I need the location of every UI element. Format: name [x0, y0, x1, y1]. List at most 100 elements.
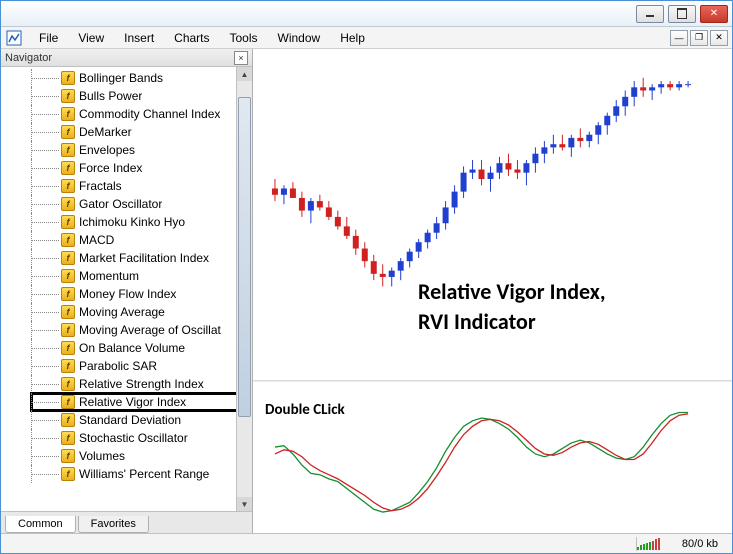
indicator-item[interactable]: f On Balance Volume [31, 339, 252, 357]
function-icon: f [61, 197, 75, 211]
menu-view[interactable]: View [68, 29, 114, 47]
chart-area[interactable]: Relative Vigor Index, RVI Indicator Doub… [253, 49, 732, 533]
indicator-item[interactable]: f Bulls Power [31, 87, 252, 105]
indicator-item[interactable]: f Momentum [31, 267, 252, 285]
indicator-label: MACD [79, 233, 114, 247]
indicator-label: Fractals [79, 179, 122, 193]
indicator-item[interactable]: f Force Index [31, 159, 252, 177]
menu-window[interactable]: Window [268, 29, 331, 47]
indicator-label: Volumes [79, 449, 125, 463]
indicator-item[interactable]: fCommodity Channel Index [31, 105, 252, 123]
indicator-label: On Balance Volume [79, 341, 185, 355]
navigator-header: Navigator × [1, 49, 252, 67]
minimize-button[interactable] [636, 5, 664, 23]
function-icon: f [61, 161, 75, 175]
tab-favorites[interactable]: Favorites [78, 516, 149, 533]
indicator-item[interactable]: f Relative Strength Index [31, 375, 252, 393]
scroll-thumb[interactable] [238, 97, 251, 417]
indicator-item[interactable]: fRelative Vigor Index [31, 393, 252, 411]
indicator-label: Parabolic SAR [79, 359, 157, 373]
mdi-minimize[interactable]: — [670, 30, 688, 46]
window-titlebar[interactable]: ✕ [1, 1, 732, 27]
close-button[interactable]: ✕ [700, 5, 728, 23]
navigator-title: Navigator [5, 52, 52, 64]
indicator-item[interactable]: f Market Facilitation Index [31, 249, 252, 267]
menu-charts[interactable]: Charts [164, 29, 219, 47]
indicator-label: Ichimoku Kinko Hyo [79, 215, 185, 229]
indicator-label: Money Flow Index [79, 287, 176, 301]
indicator-label: Stochastic Oscillator [79, 431, 188, 445]
menu-tools[interactable]: Tools [220, 29, 268, 47]
indicator-label: Momentum [79, 269, 139, 283]
connection-bars-icon [637, 538, 660, 550]
function-icon: f [61, 125, 75, 139]
indicator-item[interactable]: f Stochastic Oscillator [31, 429, 252, 447]
function-icon: f [61, 143, 75, 157]
function-icon: f [61, 107, 75, 121]
maximize-button[interactable] [668, 5, 696, 23]
indicator-item[interactable]: f Parabolic SAR [31, 357, 252, 375]
indicator-label: Bulls Power [79, 89, 142, 103]
indicator-item[interactable]: f Moving Average [31, 303, 252, 321]
navigator-close-button[interactable]: × [234, 51, 248, 65]
mdi-restore[interactable]: ❐ [690, 30, 708, 46]
function-icon: f [61, 359, 75, 373]
menu-insert[interactable]: Insert [114, 29, 164, 47]
indicator-item[interactable]: f Ichimoku Kinko Hyo [31, 213, 252, 231]
indicator-item[interactable]: fEnvelopes [31, 141, 252, 159]
function-icon: f [61, 395, 75, 409]
mdi-close[interactable]: ✕ [710, 30, 728, 46]
function-icon: f [61, 287, 75, 301]
indicator-label: Moving Average [79, 305, 165, 319]
function-icon: f [61, 215, 75, 229]
indicator-label: Moving Average of Oscillat [79, 323, 221, 337]
function-icon: f [61, 413, 75, 427]
indicator-item[interactable]: f Volumes [31, 447, 252, 465]
menu-help[interactable]: Help [330, 29, 375, 47]
indicator-item[interactable]: f Moving Average of Oscillat [31, 321, 252, 339]
mdi-controls: — ❐ ✕ [670, 30, 728, 46]
indicator-item[interactable]: f Money Flow Index [31, 285, 252, 303]
workspace: Navigator × fBollinger BandsfBulls Power… [1, 49, 732, 533]
traffic-label: 80/0 kb [668, 538, 732, 550]
function-icon: f [61, 233, 75, 247]
indicator-tree: fBollinger BandsfBulls PowerfCommodity C… [1, 67, 252, 485]
function-icon: f [61, 377, 75, 391]
app-window: ✕ File View Insert Charts Tools Window H… [0, 0, 733, 554]
navigator-panel: Navigator × fBollinger BandsfBulls Power… [1, 49, 253, 533]
indicator-label: Force Index [79, 161, 142, 175]
function-icon: f [61, 251, 75, 265]
indicator-item[interactable]: f Gator Oscillator [31, 195, 252, 213]
function-icon: f [61, 89, 75, 103]
indicator-label: Standard Deviation [79, 413, 181, 427]
navigator-body: fBollinger BandsfBulls PowerfCommodity C… [1, 67, 252, 511]
function-icon: f [61, 431, 75, 445]
chart-canvas [253, 49, 732, 533]
indicator-item[interactable]: f Standard Deviation [31, 411, 252, 429]
function-icon: f [61, 449, 75, 463]
function-icon: f [61, 269, 75, 283]
indicator-label: Williams' Percent Range [79, 467, 209, 481]
indicator-item[interactable]: f Fractals [31, 177, 252, 195]
indicator-item[interactable]: fWilliams' Percent Range [31, 465, 252, 483]
function-icon: f [61, 71, 75, 85]
indicator-label: DeMarker [79, 125, 132, 139]
status-bar: 80/0 kb [1, 533, 732, 553]
scroll-up[interactable]: ▲ [237, 67, 252, 81]
function-icon: f [61, 179, 75, 193]
menu-file[interactable]: File [29, 29, 68, 47]
function-icon: f [61, 305, 75, 319]
function-icon: f [61, 323, 75, 337]
indicator-item[interactable]: fBollinger Bands [31, 69, 252, 87]
menu-bar: File View Insert Charts Tools Window Hel… [1, 27, 732, 49]
navigator-scrollbar[interactable]: ▲ ▼ [236, 67, 252, 511]
indicator-label: Market Facilitation Index [79, 251, 209, 265]
scroll-down[interactable]: ▼ [237, 497, 252, 511]
app-icon [5, 29, 23, 47]
indicator-item[interactable]: f DeMarker [31, 123, 252, 141]
indicator-item[interactable]: f MACD [31, 231, 252, 249]
tab-common[interactable]: Common [5, 516, 76, 533]
indicator-label: Gator Oscillator [79, 197, 162, 211]
function-icon: f [61, 341, 75, 355]
indicator-label: Relative Strength Index [79, 377, 204, 391]
